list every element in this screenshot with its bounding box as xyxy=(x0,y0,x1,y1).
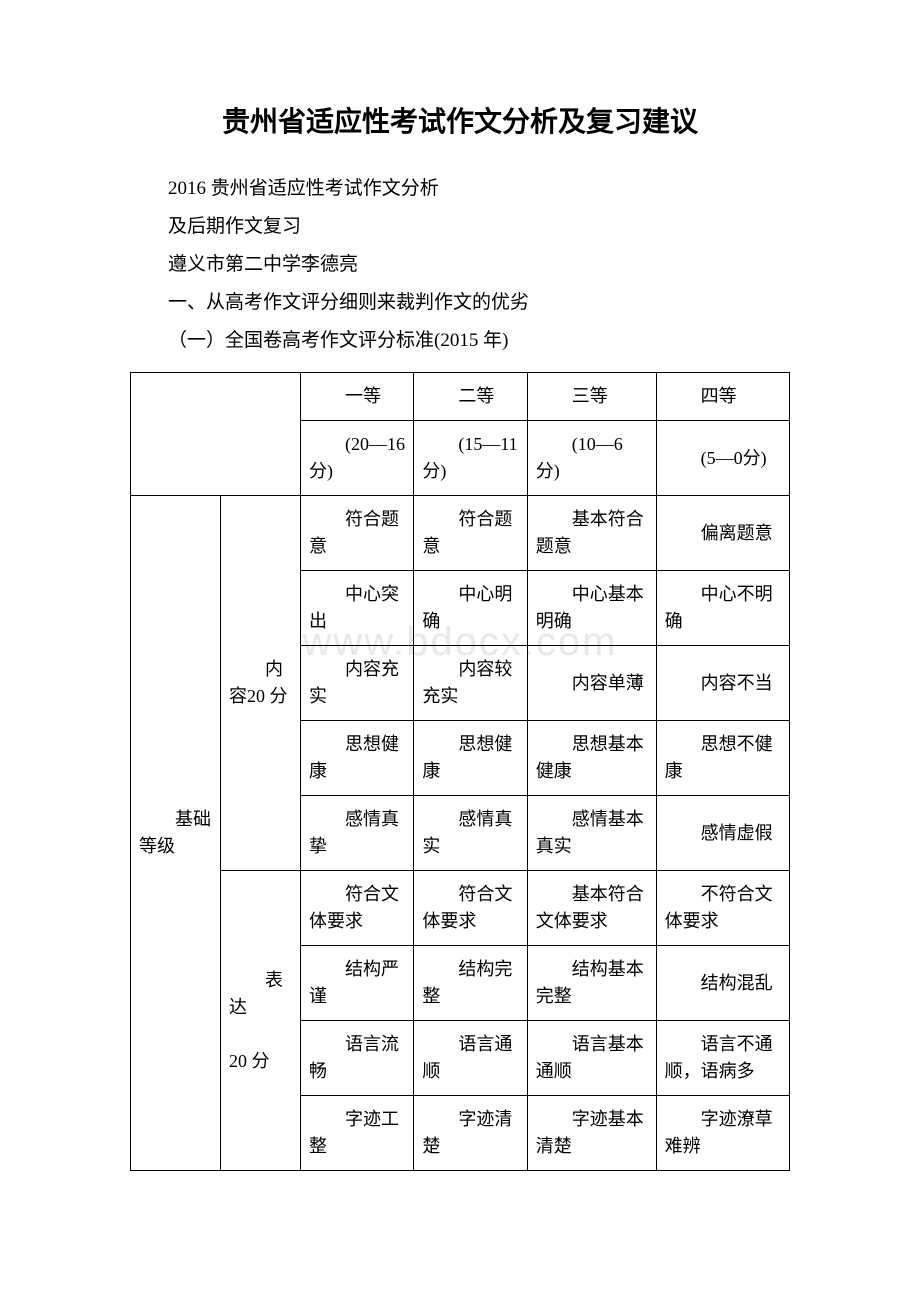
document-title: 贵州省适应性考试作文分析及复习建议 xyxy=(130,100,790,140)
cell: 符合题意 xyxy=(301,496,414,571)
cell: 内容较充实 xyxy=(414,646,527,721)
cell: 偏离题意 xyxy=(656,496,789,571)
intro-line-2: 及后期作文复习 xyxy=(130,208,790,246)
header-col1-range: (20—16 分) xyxy=(301,421,414,496)
cell: 字迹潦草难辨 xyxy=(656,1096,789,1171)
cell: 结构基本完整 xyxy=(527,946,656,1021)
cell: 内容不当 xyxy=(656,646,789,721)
cell: 感情真挚 xyxy=(301,796,414,871)
cell: 符合题意 xyxy=(414,496,527,571)
cell: 语言流畅 xyxy=(301,1021,414,1096)
cell: 内容单薄 xyxy=(527,646,656,721)
section2-label-2: 20 分 xyxy=(229,1051,270,1071)
cell: 符合文体要求 xyxy=(414,871,527,946)
cell: 字迹基本清楚 xyxy=(527,1096,656,1171)
section2-label: 表达 20 分 xyxy=(221,871,301,1171)
cell: 中心明确 xyxy=(414,571,527,646)
header-col3-label: 三等 xyxy=(527,373,656,421)
cell: 中心不明确 xyxy=(656,571,789,646)
cell: 基本符合文体要求 xyxy=(527,871,656,946)
category-cell: 基础等级 xyxy=(131,496,221,1171)
cell: 语言不通顺，语病多 xyxy=(656,1021,789,1096)
cell: 思想不健康 xyxy=(656,721,789,796)
scoring-table: 一等 二等 三等 四等 (20—16 分) (15—11 分) (10—6 分)… xyxy=(130,372,790,1171)
cell: 结构严谨 xyxy=(301,946,414,1021)
section2-label-1: 表达 xyxy=(229,970,283,1017)
cell: 感情真实 xyxy=(414,796,527,871)
cell: 思想健康 xyxy=(301,721,414,796)
header-empty-cell xyxy=(131,373,301,496)
table-header-row-1: 一等 二等 三等 四等 xyxy=(131,373,790,421)
cell: 基本符合题意 xyxy=(527,496,656,571)
cell: 结构完整 xyxy=(414,946,527,1021)
header-col2-range: (15—11 分) xyxy=(414,421,527,496)
intro-line-3: 遵义市第二中学李德亮 xyxy=(130,246,790,284)
intro-line-5: （一）全国卷高考作文评分标准(2015 年) xyxy=(130,322,790,360)
header-col2-label: 二等 xyxy=(414,373,527,421)
header-col1-label: 一等 xyxy=(301,373,414,421)
cell: 中心基本明确 xyxy=(527,571,656,646)
table-row: 基础等级 内容20 分 符合题意 符合题意 基本符合题意 偏离题意 xyxy=(131,496,790,571)
section1-label: 内容20 分 xyxy=(221,496,301,871)
cell: 字迹清楚 xyxy=(414,1096,527,1171)
header-col4-label: 四等 xyxy=(656,373,789,421)
cell: 内容充实 xyxy=(301,646,414,721)
cell: 感情基本真实 xyxy=(527,796,656,871)
cell: 中心突出 xyxy=(301,571,414,646)
document-content: 贵州省适应性考试作文分析及复习建议 2016 贵州省适应性考试作文分析 及后期作… xyxy=(130,100,790,1171)
cell: 思想健康 xyxy=(414,721,527,796)
cell: 字迹工整 xyxy=(301,1096,414,1171)
table-row: 表达 20 分 符合文体要求 符合文体要求 基本符合文体要求 不符合文体要求 xyxy=(131,871,790,946)
cell: 语言通顺 xyxy=(414,1021,527,1096)
cell: 思想基本健康 xyxy=(527,721,656,796)
cell: 结构混乱 xyxy=(656,946,789,1021)
intro-section: 2016 贵州省适应性考试作文分析 及后期作文复习 遵义市第二中学李德亮 一、从… xyxy=(130,170,790,360)
header-col4-range: (5—0分) xyxy=(656,421,789,496)
cell: 符合文体要求 xyxy=(301,871,414,946)
cell: 不符合文体要求 xyxy=(656,871,789,946)
intro-line-1: 2016 贵州省适应性考试作文分析 xyxy=(130,170,790,208)
header-col3-range: (10—6 分) xyxy=(527,421,656,496)
intro-line-4: 一、从高考作文评分细则来裁判作文的优劣 xyxy=(130,284,790,322)
cell: 语言基本通顺 xyxy=(527,1021,656,1096)
cell: 感情虚假 xyxy=(656,796,789,871)
